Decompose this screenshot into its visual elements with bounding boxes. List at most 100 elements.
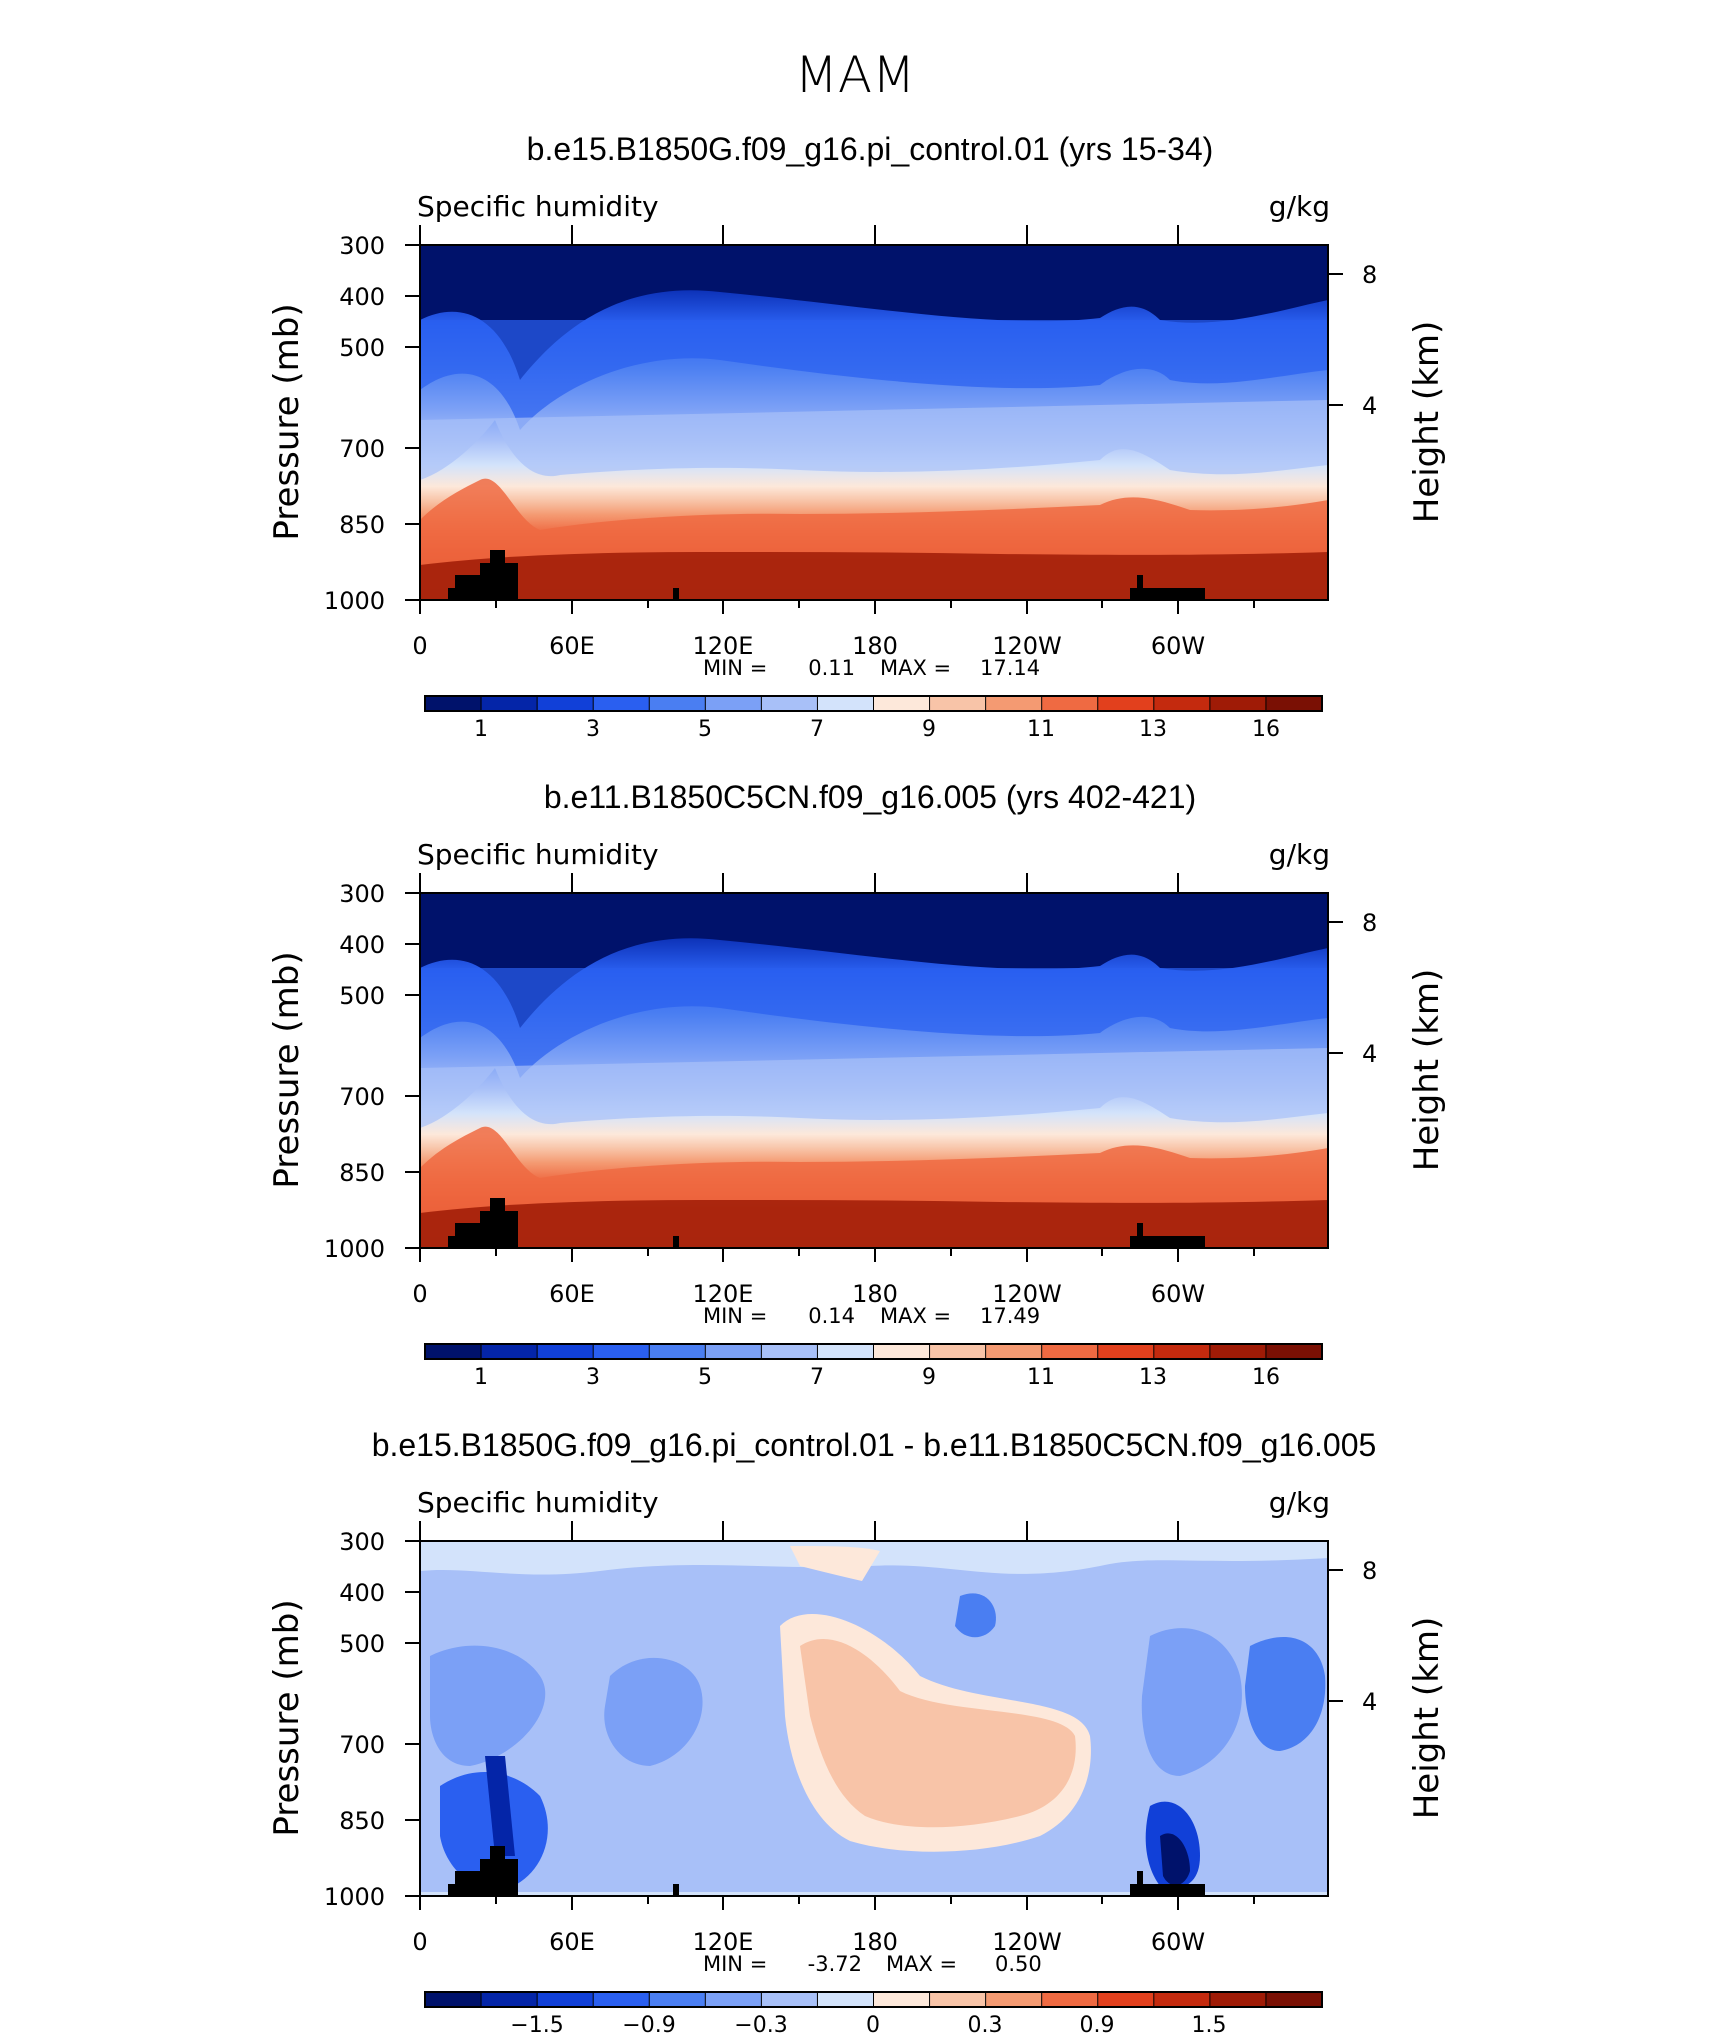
colorbar: 1 3 5 7 9 11 13 16	[424, 695, 1323, 742]
variable-label: Specific humidity	[417, 190, 659, 223]
colorbar-swatch	[761, 1344, 818, 1359]
field-band	[420, 893, 1328, 1028]
colorbar-swatch	[537, 1992, 594, 2007]
x-axis: 0 60E 120E 180 120W 60W	[412, 1521, 1255, 1956]
colorbar-swatch	[1209, 1344, 1267, 1359]
colorbar-swatch	[537, 1344, 594, 1359]
max-value: 17.49	[980, 1304, 1040, 1328]
colorbar-swatches	[425, 696, 1323, 711]
max-label: MAX =	[880, 1304, 951, 1328]
y-axis-right: 8 4 Height (km)	[1328, 1557, 1447, 1819]
variable-label: Specific humidity	[417, 838, 659, 871]
colorbar-label: 1	[474, 717, 488, 742]
colorbar-swatch	[1041, 1992, 1099, 2007]
panel-3: b.e15.B1850G.f09_g16.pi_control.01 - b.e…	[267, 1427, 1447, 2038]
x-tick-label: 120W	[992, 1928, 1062, 1956]
field-band	[420, 552, 1328, 600]
max-value: 0.50	[995, 1952, 1042, 1976]
y-axis-title: Pressure (mb)	[267, 951, 307, 1188]
min-label: MIN =	[703, 656, 767, 680]
colorbar-label: 16	[1252, 1365, 1280, 1390]
colorbar-swatch	[1265, 696, 1323, 711]
x-axis: 0 60E 120E 180 120W 60W	[412, 873, 1255, 1308]
colorbar-swatch	[873, 1344, 931, 1359]
min-value: -3.72	[808, 1952, 862, 1976]
y-tick-label: 500	[339, 334, 385, 362]
topography-mask	[1130, 1871, 1205, 1896]
colorbar-label: −1.5	[510, 2013, 563, 2038]
x-tick-label: 180	[852, 1280, 898, 1308]
y-tick-label: 500	[339, 1630, 385, 1658]
colorbar-swatch	[1209, 1992, 1267, 2007]
x-axis: 0 60E 120E 180 120W 60W	[412, 225, 1255, 660]
colorbar-label: 5	[698, 1365, 712, 1390]
x-tick-label: 120W	[992, 1280, 1062, 1308]
colorbar-swatch	[649, 1992, 706, 2007]
minmax-readout: MIN = -3.72 MAX = 0.50	[703, 1952, 1042, 1976]
colorbar-label: 13	[1139, 717, 1167, 742]
colorbar-swatch	[817, 1992, 874, 2007]
field-band	[430, 1645, 546, 1766]
colorbar-swatch	[593, 696, 650, 711]
y-tick-label: 700	[339, 1083, 385, 1111]
colorbar-swatch	[425, 1992, 482, 2007]
colorbar: −1.5 −0.9 −0.3 0 0.3 0.9 1.5	[424, 1991, 1323, 2038]
field-band	[800, 1638, 1076, 1828]
colorbar-swatches	[425, 1992, 1323, 2007]
y2-tick-label: 4	[1362, 392, 1377, 420]
field-band	[1245, 1637, 1326, 1751]
y-axis-title: Pressure (mb)	[267, 303, 307, 540]
topography-mask	[448, 550, 518, 600]
colorbar-swatch	[593, 1992, 650, 2007]
y-axis-title: Pressure (mb)	[267, 1599, 307, 1836]
x-tick-label: 60E	[549, 1928, 595, 1956]
panel-title: b.e15.B1850G.f09_g16.pi_control.01 (yrs …	[527, 131, 1214, 167]
x-tick-label: 60W	[1151, 1928, 1205, 1956]
field-band	[1141, 1628, 1242, 1776]
x-tick-label: 60E	[549, 632, 595, 660]
colorbar-swatch	[1265, 1344, 1323, 1359]
max-value: 17.14	[980, 656, 1040, 680]
y-tick-label: 850	[339, 511, 385, 539]
colorbar-label: 1.5	[1192, 2013, 1227, 2038]
main-title: MAM	[795, 46, 915, 104]
y-tick-label: 700	[339, 1731, 385, 1759]
colorbar-swatch	[481, 1992, 538, 2007]
y-tick-label: 400	[339, 283, 385, 311]
x-tick-label: 180	[852, 632, 898, 660]
field-band	[420, 1200, 1328, 1248]
x-tick-label: 120E	[693, 1280, 754, 1308]
y-tick-label: 700	[339, 435, 385, 463]
y-tick-label: 1000	[324, 1883, 385, 1911]
x-tick-label: 120E	[693, 1928, 754, 1956]
colorbar-swatch	[1041, 1344, 1099, 1359]
y-axis-left: 300 400 500 700 850 1000 Pressure (mb)	[267, 880, 420, 1263]
colorbar-frame	[424, 1991, 1323, 2008]
colorbar-label: 0	[866, 2013, 880, 2038]
panel-title: b.e15.B1850G.f09_g16.pi_control.01 - b.e…	[372, 1427, 1377, 1463]
plot-area	[419, 892, 1329, 1249]
colorbar-swatch	[1097, 696, 1155, 711]
x-tick-label: 60W	[1151, 632, 1205, 660]
colorbar-swatch	[649, 1344, 706, 1359]
colorbar-label: 13	[1139, 1365, 1167, 1390]
field-band	[485, 1756, 515, 1856]
colorbar-swatch	[817, 1344, 874, 1359]
colorbar-label: 1	[474, 1365, 488, 1390]
colorbar-swatch	[985, 1992, 1043, 2007]
field-band	[420, 245, 1328, 380]
y2-tick-label: 4	[1362, 1688, 1377, 1716]
y2-axis-title: Height (km)	[1407, 969, 1447, 1172]
y-tick-label: 300	[339, 880, 385, 908]
colorbar-swatch	[1041, 696, 1099, 711]
colorbar-swatch	[1153, 1344, 1211, 1359]
y-axis-right: 8 4 Height (km)	[1328, 261, 1447, 523]
colorbar-label: 7	[810, 1365, 824, 1390]
y2-axis-title: Height (km)	[1407, 1617, 1447, 1820]
colorbar: 1 3 5 7 9 11 13 16	[424, 1343, 1323, 1390]
colorbar-swatch	[929, 1344, 987, 1359]
y-axis-right: 8 4 Height (km)	[1328, 909, 1447, 1171]
colorbar-swatch	[985, 1344, 1043, 1359]
max-label: MAX =	[886, 1952, 957, 1976]
